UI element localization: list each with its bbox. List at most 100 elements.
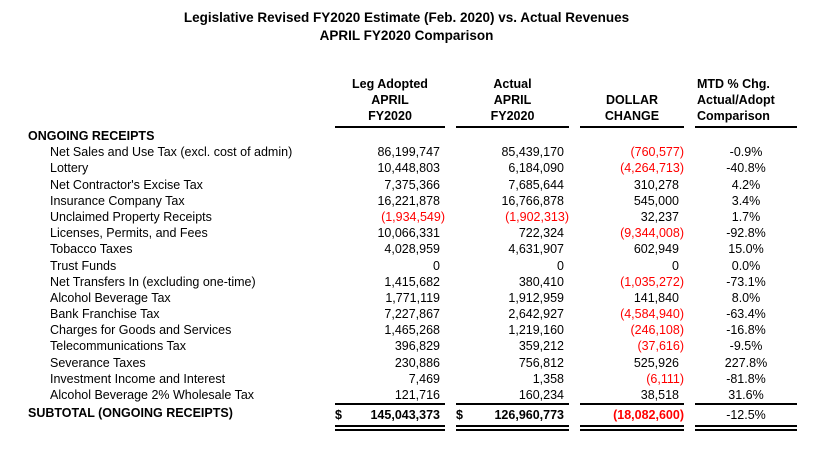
row-label: Alcohol Beverage Tax <box>50 290 171 305</box>
row-label: Tobacco Taxes <box>50 242 133 257</box>
cell-leg-adopted: 121,716 <box>394 388 440 402</box>
double-rule <box>335 425 445 432</box>
subtotal-actual-value: 126,960,773 <box>494 408 564 423</box>
cell-mtd-pct: 31.6% <box>728 388 764 402</box>
cell-mtd-pct: 3.4% <box>731 193 761 208</box>
cell-dollar-change: (4,264,713) <box>620 161 684 176</box>
cell-leg-adopted: (1,934,549) <box>381 209 445 224</box>
cell-mtd-pct: -73.1% <box>726 274 766 289</box>
row-label: Net Transfers In (excluding one-time) <box>50 274 256 289</box>
cell-actual: 1,358 <box>532 371 564 386</box>
subtotal-leg-adopted-value: 145,043,373 <box>370 408 440 423</box>
row-label: Severance Taxes <box>50 355 146 370</box>
row-label: Unclaimed Property Receipts <box>50 209 212 224</box>
cell-leg-adopted: 10,448,803 <box>377 161 440 176</box>
cell-actual: 756,812 <box>518 355 564 370</box>
cell-dollar-change: 38,518 <box>640 388 679 402</box>
cell-mtd-pct: -0.9% <box>729 145 763 160</box>
cell-dollar-change: 602,949 <box>633 242 679 257</box>
cell-actual: 359,212 <box>518 339 564 354</box>
revenue-table: Leg Adopted APRIL FY2020 Actual APRIL FY… <box>28 72 813 432</box>
row-label: Charges for Goods and Services <box>50 323 232 338</box>
cell-leg-adopted: 86,199,747 <box>377 145 440 160</box>
double-rule <box>695 425 797 432</box>
column-header-actual: Actual APRIL FY2020 <box>456 72 569 128</box>
cell-leg-adopted: 4,028,959 <box>384 242 440 257</box>
cell-mtd-pct: -92.8% <box>726 226 766 241</box>
cell-actual: 2,642,927 <box>508 307 564 322</box>
section-header-ongoing-receipts: ONGOING RECEIPTS <box>28 129 155 143</box>
cell-mtd-pct: 15.0% <box>728 242 764 257</box>
cell-leg-adopted: 0 <box>433 258 440 273</box>
cell-dollar-change: (760,577) <box>630 145 684 160</box>
subtotal-mtd-pct: -12.5% <box>695 403 797 423</box>
cell-leg-adopted: 1,771,119 <box>385 290 440 305</box>
row-label: Trust Funds <box>50 258 117 273</box>
column-header-dollar-change: DOLLAR CHANGE <box>580 72 684 128</box>
page-title-line1: Legislative Revised FY2020 Estimate (Feb… <box>183 10 630 25</box>
cell-leg-adopted: 7,469 <box>408 371 440 386</box>
cell-actual: (1,902,313) <box>505 209 569 224</box>
row-label: Alcohol Beverage 2% Wholesale Tax <box>50 388 255 402</box>
cell-leg-adopted: 1,415,682 <box>384 274 440 289</box>
cell-mtd-pct: 0.0% <box>731 258 761 273</box>
double-rule <box>580 425 684 432</box>
cell-mtd-pct: -40.8% <box>726 161 766 176</box>
cell-actual: 1,219,160 <box>508 323 564 338</box>
cell-mtd-pct: -9.5% <box>729 339 763 354</box>
cell-mtd-pct: 8.0% <box>731 290 761 305</box>
cell-dollar-change: (4,584,940) <box>620 307 684 322</box>
cell-actual: 1,912,959 <box>508 290 564 305</box>
report-title: Legislative Revised FY2020 Estimate (Feb… <box>0 0 813 45</box>
cell-dollar-change: (9,344,008) <box>620 226 684 241</box>
header-label-spacer <box>28 72 324 128</box>
cell-leg-adopted: 10,066,331 <box>377 226 440 241</box>
subtotal-label: SUBTOTAL (ONGOING RECEIPTS) <box>28 406 233 421</box>
cell-leg-adopted: 7,375,366 <box>384 177 440 192</box>
cell-actual: 7,685,644 <box>508 177 564 192</box>
cell-mtd-pct: 227.8% <box>724 355 768 370</box>
subtotal-leg-adopted: $ 145,043,373 <box>335 403 445 423</box>
page-title-line2: APRIL FY2020 Comparison <box>319 28 494 43</box>
cell-dollar-change: 545,000 <box>633 193 679 208</box>
dollar-sign: $ <box>335 408 342 423</box>
cell-actual: 160,234 <box>518 388 564 402</box>
row-label: Lottery <box>50 161 89 176</box>
row-label: Net Sales and Use Tax (excl. cost of adm… <box>50 145 293 160</box>
column-header-mtd-pct: MTD % Chg. Actual/Adopt Comparison <box>695 72 797 128</box>
column-header-leg-adopted: Leg Adopted APRIL FY2020 <box>335 72 445 128</box>
row-label: Telecommunications Tax <box>50 339 186 354</box>
row-label: Investment Income and Interest <box>50 371 226 386</box>
cell-leg-adopted: 396,829 <box>394 339 440 354</box>
cell-dollar-change: 310,278 <box>633 177 679 192</box>
row-label: Insurance Company Tax <box>50 193 185 208</box>
row-label: Bank Franchise Tax <box>50 307 160 322</box>
cell-dollar-change: (6,111) <box>646 371 684 386</box>
cell-mtd-pct: 1.7% <box>731 209 761 224</box>
cell-leg-adopted: 16,221,878 <box>377 193 440 208</box>
subtotal-dollar-change: (18,082,600) <box>580 403 684 423</box>
cell-dollar-change: (246,108) <box>630 323 684 338</box>
dollar-sign: $ <box>456 408 463 423</box>
cell-dollar-change: 141,840 <box>633 290 679 305</box>
cell-mtd-pct: -16.8% <box>726 323 766 338</box>
cell-mtd-pct: -63.4% <box>726 307 766 322</box>
row-label: Licenses, Permits, and Fees <box>50 226 208 241</box>
cell-mtd-pct: -81.8% <box>726 371 766 386</box>
double-rule-spacer <box>28 423 324 431</box>
cell-dollar-change: (1,035,272) <box>620 274 684 289</box>
cell-dollar-change: 32,237 <box>640 209 679 224</box>
cell-actual: 4,631,907 <box>508 242 564 257</box>
cell-leg-adopted: 230,886 <box>394 355 440 370</box>
cell-leg-adopted: 7,227,867 <box>384 307 440 322</box>
subtotal-actual: $ 126,960,773 <box>456 403 569 423</box>
cell-actual: 85,439,170 <box>501 145 564 160</box>
row-label: Net Contractor's Excise Tax <box>50 177 203 192</box>
cell-actual: 6,184,090 <box>508 161 564 176</box>
cell-dollar-change: 525,926 <box>633 355 679 370</box>
cell-dollar-change: (37,616) <box>637 339 684 354</box>
cell-actual: 722,324 <box>518 226 564 241</box>
cell-actual: 16,766,878 <box>501 193 564 208</box>
double-rule <box>456 425 569 432</box>
cell-actual: 0 <box>557 258 564 273</box>
